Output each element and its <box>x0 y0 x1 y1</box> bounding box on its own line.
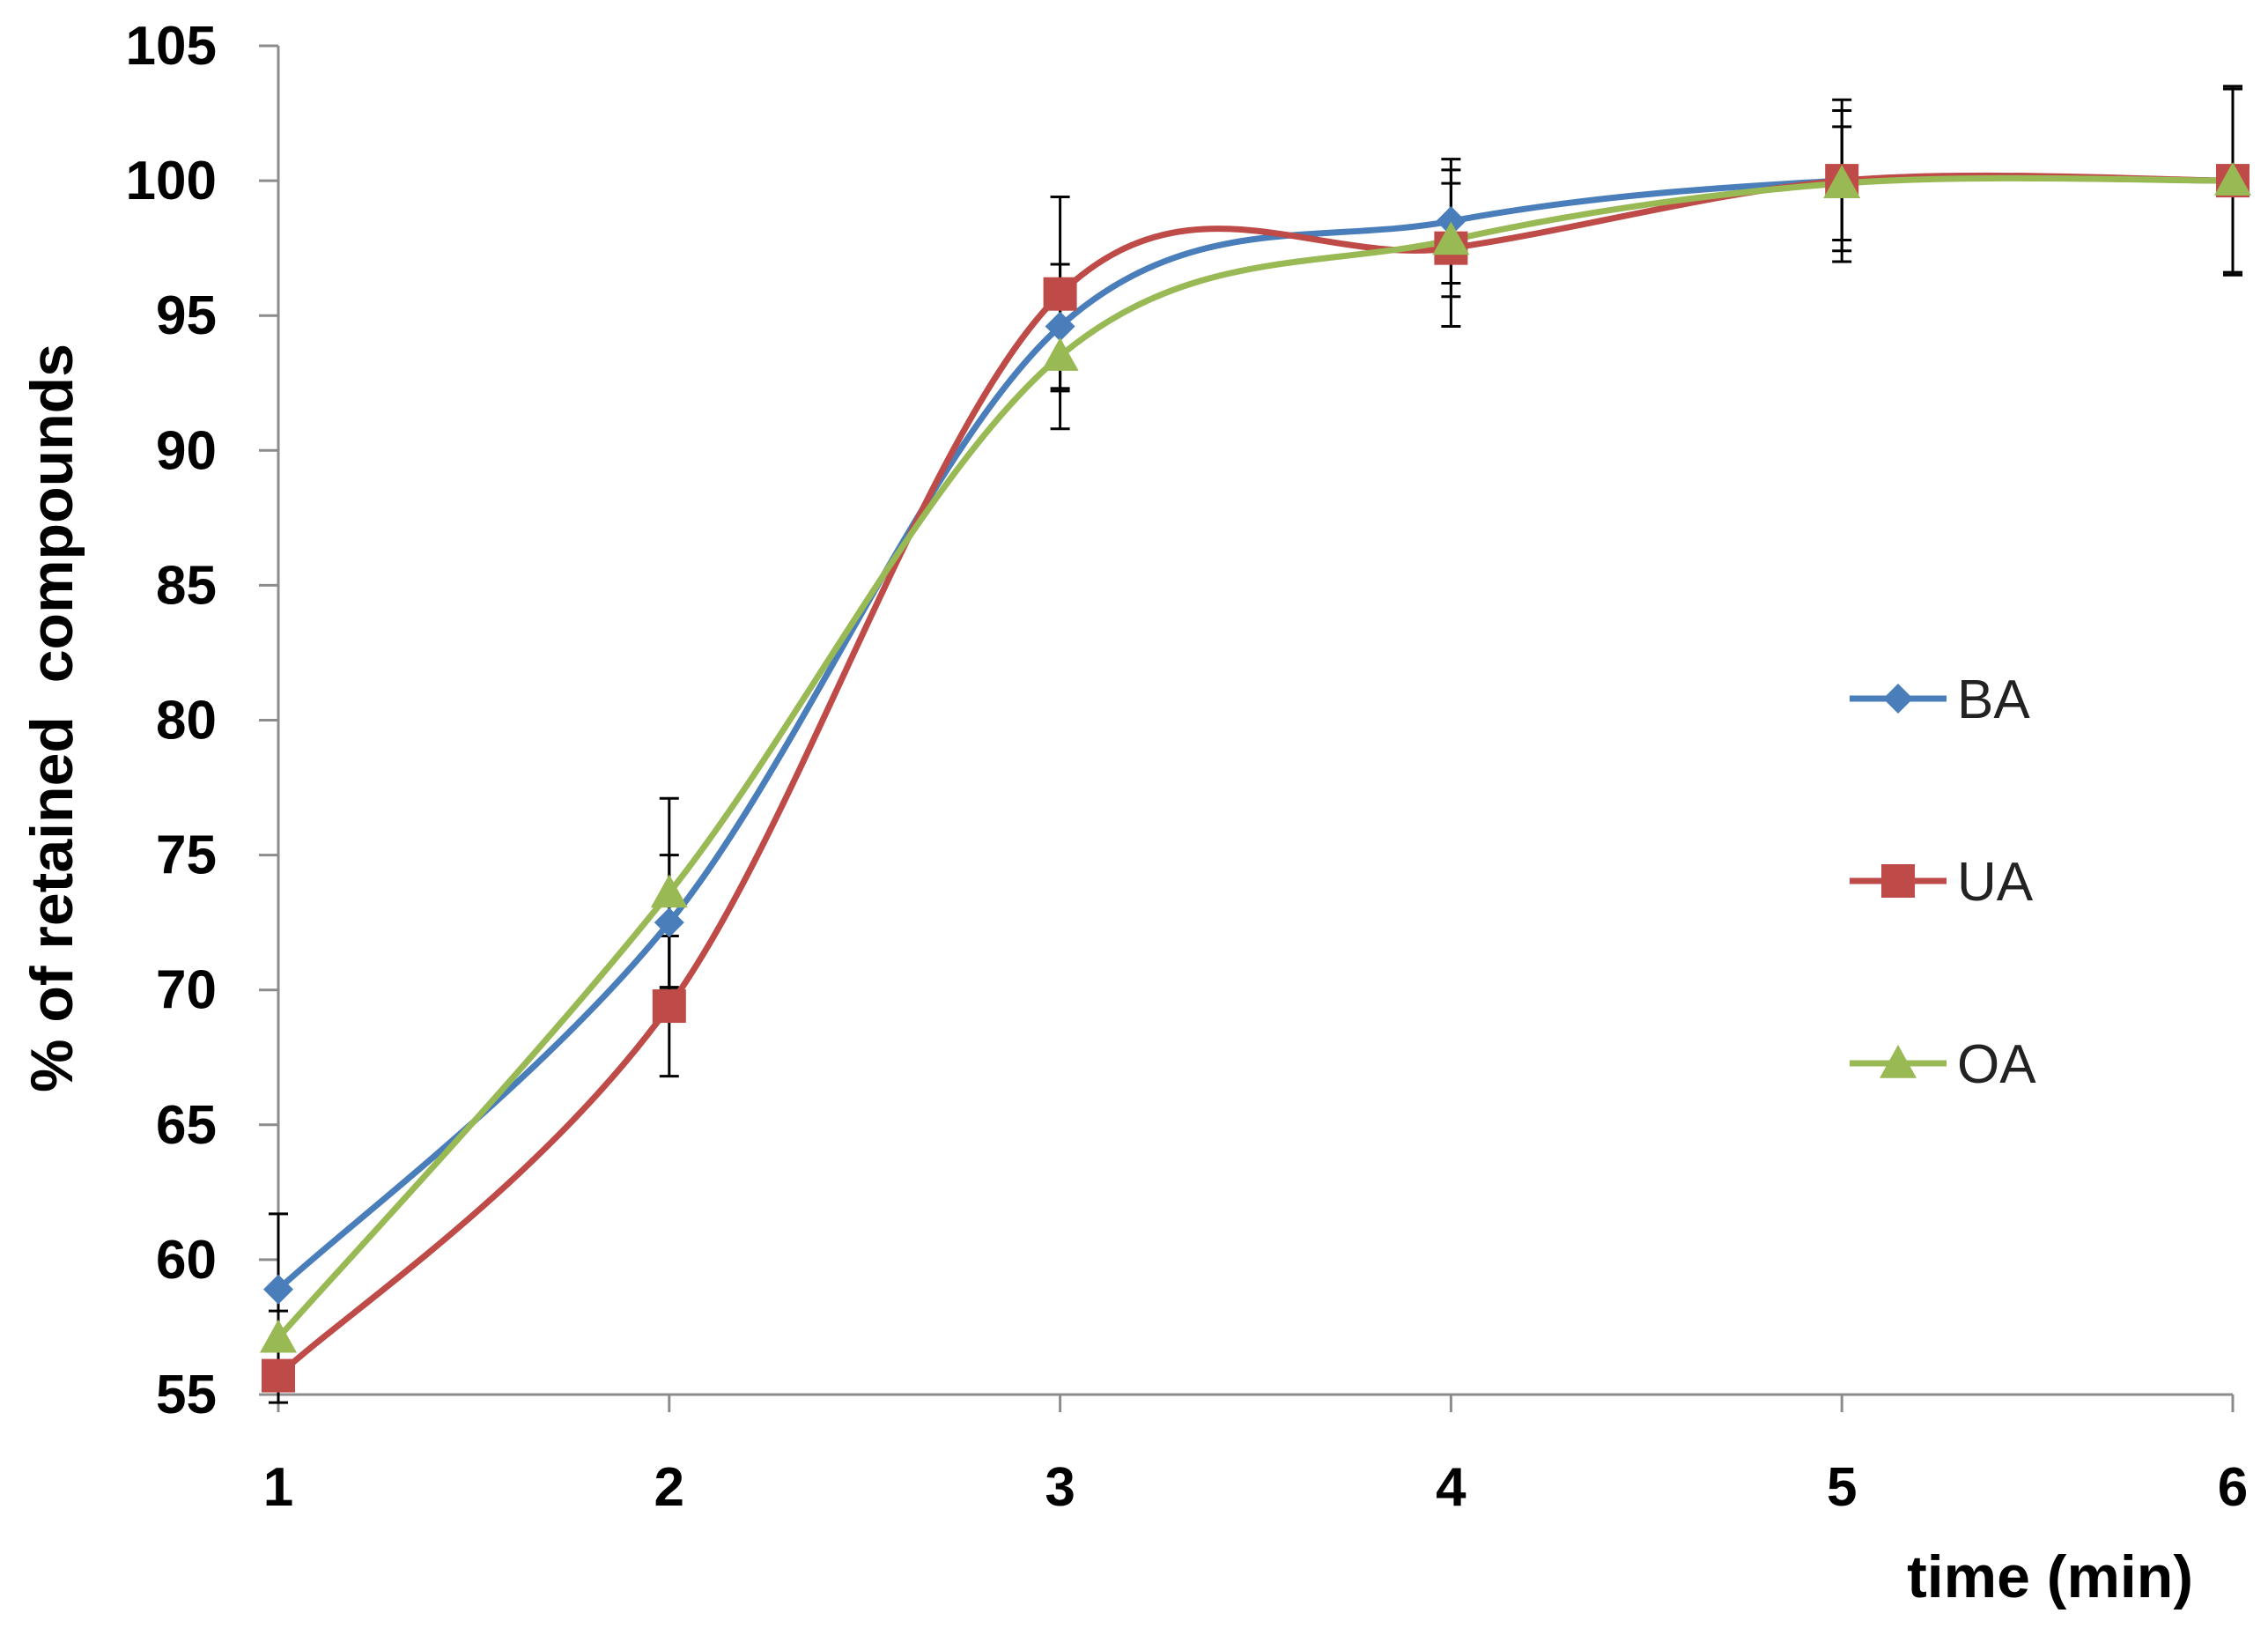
series-markers <box>260 162 2251 1393</box>
legend-label-OA: OA <box>1957 1034 2036 1095</box>
y-tick-label: 100 <box>126 151 217 211</box>
x-tick-label: 3 <box>1045 1457 1075 1518</box>
x-tick-label: 2 <box>654 1457 684 1518</box>
y-axis-title: % of retained compounds <box>18 344 85 1092</box>
x-axis-ticks: 1 2 3 4 5 6 <box>263 1395 2248 1518</box>
y-tick-label: 85 <box>156 555 217 616</box>
data-point-UA <box>652 989 686 1024</box>
x-tick-label: 6 <box>2218 1457 2248 1518</box>
data-point-OA <box>1432 221 1470 255</box>
y-tick-label: 105 <box>126 16 217 77</box>
legend-marker-UA <box>1881 864 1915 898</box>
x-tick-label: 1 <box>263 1457 293 1518</box>
y-tick-label: 55 <box>156 1365 217 1425</box>
data-point-BA <box>654 907 684 938</box>
y-tick-label: 95 <box>156 285 217 346</box>
x-tick-label: 4 <box>1436 1457 1466 1518</box>
data-point-OA <box>2214 162 2251 196</box>
data-point-UA <box>262 1358 295 1393</box>
data-point-BA <box>1045 311 1075 342</box>
data-point-OA <box>260 1319 297 1353</box>
y-tick-label: 70 <box>156 960 217 1021</box>
y-axis-ticks: 55 60 65 70 75 80 85 90 95 100 105 <box>126 16 278 1425</box>
y-tick-label: 75 <box>156 825 217 886</box>
data-point-BA <box>1436 206 1466 237</box>
data-point-UA <box>1043 277 1077 311</box>
y-tick-label: 65 <box>156 1095 217 1156</box>
legend-marker-OA <box>1880 1045 1917 1078</box>
y-tick-label: 80 <box>156 691 217 751</box>
legend: BA UA OA <box>1850 670 2036 1095</box>
data-point-OA <box>650 874 688 908</box>
data-point-OA <box>1823 165 1861 198</box>
data-point-BA <box>263 1274 293 1305</box>
x-axis-title: time (min) <box>1907 1543 2193 1610</box>
x-tick-label: 5 <box>1827 1457 1857 1518</box>
legend-label-BA: BA <box>1957 670 2030 730</box>
data-point-OA <box>1041 337 1079 371</box>
y-tick-label: 90 <box>156 420 217 481</box>
series-line-OA <box>275 174 2236 1342</box>
legend-label-UA: UA <box>1957 852 2034 913</box>
legend-marker-BA <box>1883 684 1913 714</box>
y-tick-label: 60 <box>156 1230 217 1291</box>
